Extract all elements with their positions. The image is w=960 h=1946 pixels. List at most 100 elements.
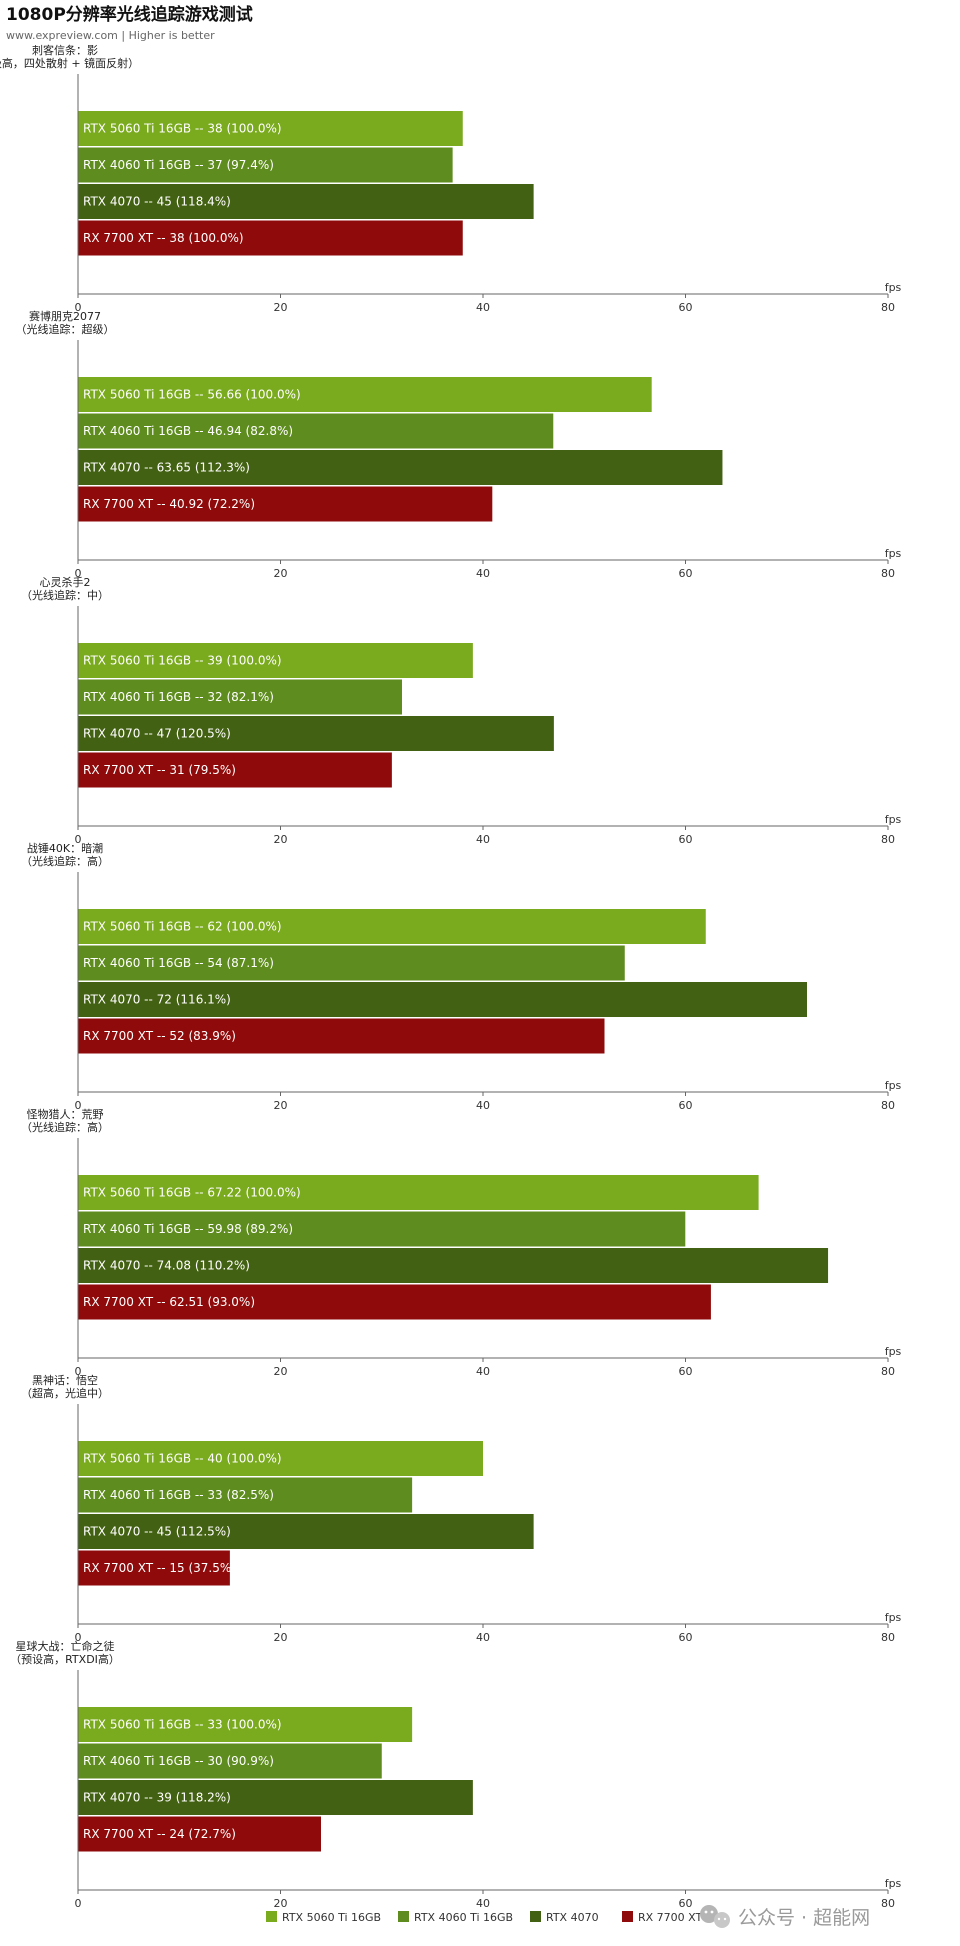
chart-panel: 黑神话：悟空（超高，光追中） RTX 5060 Ti 16GB -- 40 (10… (21, 1373, 902, 1644)
bar (78, 1550, 230, 1586)
x-tick-label: 80 (881, 1897, 895, 1910)
bar-label: RTX 5060 Ti 16GB -- 56.66 (100.0%) (83, 388, 301, 402)
x-tick-label: 80 (881, 1365, 895, 1378)
bar-label: RTX 5060 Ti 16GB -- 67.22 (100.0%) (83, 1186, 301, 1200)
game-name: 黑神话：悟空 (32, 1373, 98, 1387)
chart-panel: 刺客信条：影极高，四处散射 + 镜面反射） RTX 5060 Ti 16GB --… (0, 43, 902, 314)
legend: RTX 5060 Ti 16GB RTX 4060 Ti 16GB RTX 4070… (266, 1911, 703, 1924)
bar-label: RTX 5060 Ti 16GB -- 38 (100.0%) (83, 122, 282, 136)
x-tick-label: 80 (881, 1631, 895, 1644)
x-tick-label: 60 (679, 301, 693, 314)
game-name: 极高，四处散射 + 镜面反射） (0, 56, 139, 70)
x-tick-label: 40 (476, 1365, 490, 1378)
bar (78, 377, 652, 412)
x-tick-label: 0 (75, 1631, 82, 1644)
game-name: 星球大战：亡命之徒 (16, 1639, 115, 1653)
bar-label: RTX 4070 -- 63.65 (112.3%) (83, 461, 250, 475)
bar-label: RTX 4060 Ti 16GB -- 33 (82.5%) (83, 1488, 274, 1502)
chart-title: 1080P分辨率光线追踪游戏测试 (6, 4, 253, 25)
game-name: 怪物猎人：荒野 (27, 1107, 104, 1121)
x-tick-label: 40 (476, 1631, 490, 1644)
game-name: （光线追踪：中） (21, 588, 109, 602)
bar (78, 220, 463, 256)
x-unit-label: fps (885, 1877, 902, 1890)
bar-label: RX 7700 XT -- 40.92 (72.2%) (83, 497, 255, 511)
chart-subtitle: www.expreview.com | Higher is better (6, 29, 215, 42)
x-tick-label: 0 (75, 1897, 82, 1910)
x-tick-label: 0 (75, 1365, 82, 1378)
bar-label: RTX 4060 Ti 16GB -- 32 (82.1%) (83, 690, 274, 704)
x-tick-label: 60 (679, 1099, 693, 1112)
bar-label: RTX 4070 -- 74.08 (110.2%) (83, 1259, 250, 1273)
x-unit-label: fps (885, 1079, 902, 1092)
x-unit-label: fps (885, 813, 902, 826)
legend-swatch (622, 1911, 633, 1922)
x-tick-label: 20 (274, 301, 288, 314)
bar-label: RX 7700 XT -- 52 (83.9%) (83, 1029, 236, 1043)
legend-item: RTX 5060 Ti 16GB (266, 1911, 381, 1924)
legend-label: RTX 5060 Ti 16GB (282, 1911, 381, 1924)
legend-label: RTX 4060 Ti 16GB (414, 1911, 513, 1924)
x-tick-label: 20 (274, 567, 288, 580)
game-name: 心灵杀手2 (40, 575, 91, 589)
x-tick-label: 60 (679, 833, 693, 846)
wechat-icon (700, 1905, 730, 1928)
watermark: 公众号 · 超能网 (700, 1905, 870, 1929)
legend-swatch (398, 1911, 409, 1922)
x-tick-label: 40 (476, 567, 490, 580)
bar-label: RTX 4070 -- 47 (120.5%) (83, 727, 231, 741)
x-tick-label: 80 (881, 833, 895, 846)
bar (78, 450, 723, 485)
x-unit-label: fps (885, 547, 902, 560)
bar (78, 1743, 382, 1779)
bar (78, 147, 453, 183)
x-tick-label: 60 (679, 1365, 693, 1378)
game-name: 赛博朋克2077 (29, 309, 101, 323)
x-tick-label: 0 (75, 567, 82, 580)
legend-item: RTX 4070 (530, 1911, 599, 1924)
bar (78, 1211, 686, 1247)
chart-panel: 战锤40K：暗潮（光线追踪：高） RTX 5060 Ti 16GB -- 62 (… (21, 841, 902, 1112)
game-name: （超高，光追中） (21, 1386, 109, 1400)
legend-swatch (530, 1911, 541, 1922)
bar (78, 752, 392, 788)
bar (78, 413, 554, 449)
bar-label: RX 7700 XT -- 24 (72.7%) (83, 1827, 236, 1841)
bar-label: RTX 5060 Ti 16GB -- 62 (100.0%) (83, 920, 282, 934)
bar (78, 1248, 829, 1283)
bar-label: RTX 4060 Ti 16GB -- 59.98 (89.2%) (83, 1222, 293, 1236)
x-tick-label: 80 (881, 567, 895, 580)
legend-item: RX 7700 XT (622, 1911, 703, 1924)
legend-swatch (266, 1911, 277, 1922)
chart-panel: 心灵杀手2（光线追踪：中） RTX 5060 Ti 16GB -- 39 (100… (21, 575, 902, 846)
bar (78, 679, 402, 715)
x-unit-label: fps (885, 281, 902, 294)
bar (78, 1284, 711, 1320)
bar-label: RTX 4070 -- 45 (118.4%) (83, 195, 231, 209)
x-tick-label: 40 (476, 1099, 490, 1112)
x-tick-label: 80 (881, 301, 895, 314)
x-tick-label: 80 (881, 1099, 895, 1112)
bar (78, 945, 625, 981)
x-tick-label: 0 (75, 833, 82, 846)
bar (78, 486, 493, 522)
game-name: （光线追踪：高） (21, 1120, 109, 1134)
x-tick-label: 40 (476, 301, 490, 314)
chart-panels: 刺客信条：影极高，四处散射 + 镜面反射） RTX 5060 Ti 16GB --… (0, 43, 902, 1910)
x-tick-label: 20 (274, 833, 288, 846)
x-tick-label: 40 (476, 1897, 490, 1910)
bar (78, 1707, 413, 1742)
bar (78, 1514, 534, 1549)
chart-panel: 赛博朋克2077（光线追踪：超级） RTX 5060 Ti 16GB -- 56.… (16, 309, 902, 580)
legend-label: RX 7700 XT (638, 1911, 703, 1924)
bar (78, 1175, 759, 1210)
x-tick-label: 60 (679, 1897, 693, 1910)
bar (78, 184, 534, 219)
bar (78, 111, 463, 146)
bar-label: RTX 4060 Ti 16GB -- 46.94 (82.8%) (83, 424, 293, 438)
x-tick-label: 0 (75, 301, 82, 314)
bar (78, 909, 706, 944)
bar (78, 1780, 473, 1815)
bar-label: RTX 4060 Ti 16GB -- 30 (90.9%) (83, 1754, 274, 1768)
